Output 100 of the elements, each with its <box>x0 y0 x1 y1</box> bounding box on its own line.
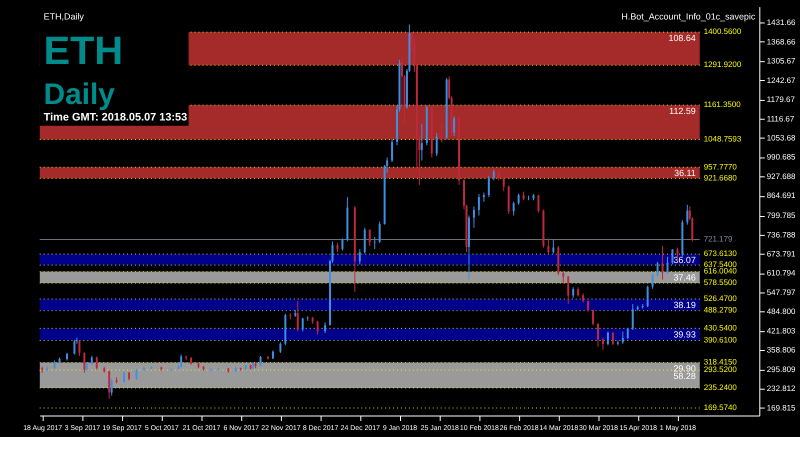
band-label: 29.90 <box>673 363 696 374</box>
ref-line-label: 488.2790 <box>704 306 738 315</box>
candlestick <box>612 332 614 346</box>
y-tick-label: 484.800 <box>766 307 796 316</box>
candlestick <box>502 176 505 192</box>
ref-line-label: 235.2400 <box>704 382 738 392</box>
candlestick <box>597 322 600 348</box>
annotation: Time GMT: 2018.05.07 13:53 <box>44 112 188 124</box>
y-tick-label: 547.797 <box>766 288 796 297</box>
y-tick-label: 1368.66 <box>766 37 796 46</box>
candlestick <box>302 317 304 332</box>
ref-line-label: 1400.5600 <box>704 27 742 36</box>
candlestick <box>626 327 629 340</box>
ref-line-label: 1291.9200 <box>704 60 742 70</box>
band-label: 36.11 <box>674 168 696 178</box>
candlestick <box>110 378 113 396</box>
y-tick-label: 1242.67 <box>766 76 796 85</box>
candlestick <box>368 228 371 247</box>
band-label: 108.64 <box>668 33 696 44</box>
ref-line-label: 637.5400 <box>704 260 738 270</box>
candlestick <box>587 300 590 312</box>
candlestick <box>96 356 98 370</box>
y-tick-label: 358.806 <box>766 346 796 355</box>
candlestick <box>260 355 262 368</box>
candlestick <box>420 123 423 162</box>
candlestick <box>577 286 580 297</box>
y-tick-label: 927.688 <box>766 172 796 181</box>
annotation: H.Bot_Account_Info_01c_savepic <box>621 11 756 22</box>
candlestick <box>537 194 540 213</box>
y-tick-label: 990.685 <box>766 152 796 162</box>
ref-line-label: 318.4150 <box>704 358 738 367</box>
candlestick <box>482 192 485 202</box>
text: Daily <box>44 78 116 111</box>
candlestick <box>336 242 338 253</box>
candlestick <box>453 116 456 137</box>
candlestick <box>656 261 659 278</box>
candlestick <box>512 201 515 216</box>
y-tick-label: 799.785 <box>766 211 796 220</box>
candlestick <box>436 132 438 156</box>
band-label: 112.59 <box>669 106 696 116</box>
band-label: 37.46 <box>673 272 696 283</box>
y-tick-label: 864.691 <box>766 191 796 200</box>
candlestick <box>686 204 688 226</box>
candlestick <box>606 331 609 346</box>
candlestick <box>364 227 366 254</box>
candlestick <box>279 342 282 354</box>
candlestick <box>90 355 93 366</box>
text: ETH <box>44 29 124 74</box>
candlestick <box>646 285 649 308</box>
candlestick <box>374 236 376 250</box>
y-tick-label: 421.803 <box>766 326 796 336</box>
candlestick <box>666 256 668 275</box>
ref-line-label: 673.6130 <box>704 249 738 258</box>
y-tick-label: 736.788 <box>766 230 796 240</box>
y-tick-label: 1179.67 <box>766 95 796 104</box>
candlestick <box>378 221 381 244</box>
candlestick <box>478 194 480 216</box>
candlestick <box>671 248 674 265</box>
band-label: 38.19 <box>673 300 696 310</box>
candlestick <box>123 370 126 384</box>
candlestick <box>296 300 299 332</box>
candlestick <box>78 340 80 356</box>
candlestick <box>316 320 319 336</box>
candlestick <box>567 275 570 305</box>
candlestick <box>83 352 86 374</box>
candlestick <box>73 340 76 355</box>
candlestick <box>602 337 604 350</box>
y-tick-label: 169.815 <box>766 403 796 412</box>
y-tick-label: 673.791 <box>766 250 796 259</box>
candlestick <box>324 322 326 334</box>
annotation: ETH,Daily <box>44 11 84 22</box>
candlestick <box>547 238 550 254</box>
candlestick <box>135 368 138 380</box>
ref-line-label: 169.5740 <box>704 403 738 412</box>
candlestick <box>582 292 584 304</box>
ref-line-label: 578.5500 <box>704 278 738 288</box>
candlestick <box>180 354 182 368</box>
candlestick <box>391 138 394 163</box>
ref-line-label: 293.5200 <box>704 365 738 374</box>
band-label: 39.93 <box>673 329 696 340</box>
candlestick <box>592 309 594 326</box>
y-tick-label: 1053.68 <box>766 133 796 142</box>
candlestick <box>358 248 361 265</box>
ref-line-label: 616.0040 <box>704 266 738 276</box>
y-tick-label: 295.809 <box>766 364 796 374</box>
ref-line-label: 1048.7593 <box>704 134 742 144</box>
y-tick-label: 1305.67 <box>766 56 796 66</box>
ref-line-label: 957.7770 <box>704 162 738 172</box>
y-tick-label: 1116.67 <box>766 114 795 124</box>
y-tick-label: 232.812 <box>766 384 796 394</box>
candlestick <box>562 270 564 284</box>
candlestick <box>662 246 664 280</box>
candlestick <box>572 286 574 298</box>
ref-line-label: 721.179 <box>704 234 733 244</box>
band-label: 36.07 <box>673 255 696 266</box>
y-tick-label: 610.794 <box>766 268 796 278</box>
candlestick <box>622 331 624 344</box>
candlestick <box>341 238 344 252</box>
ref-line-label: 921.6680 <box>704 173 738 182</box>
candlestick <box>518 192 520 206</box>
